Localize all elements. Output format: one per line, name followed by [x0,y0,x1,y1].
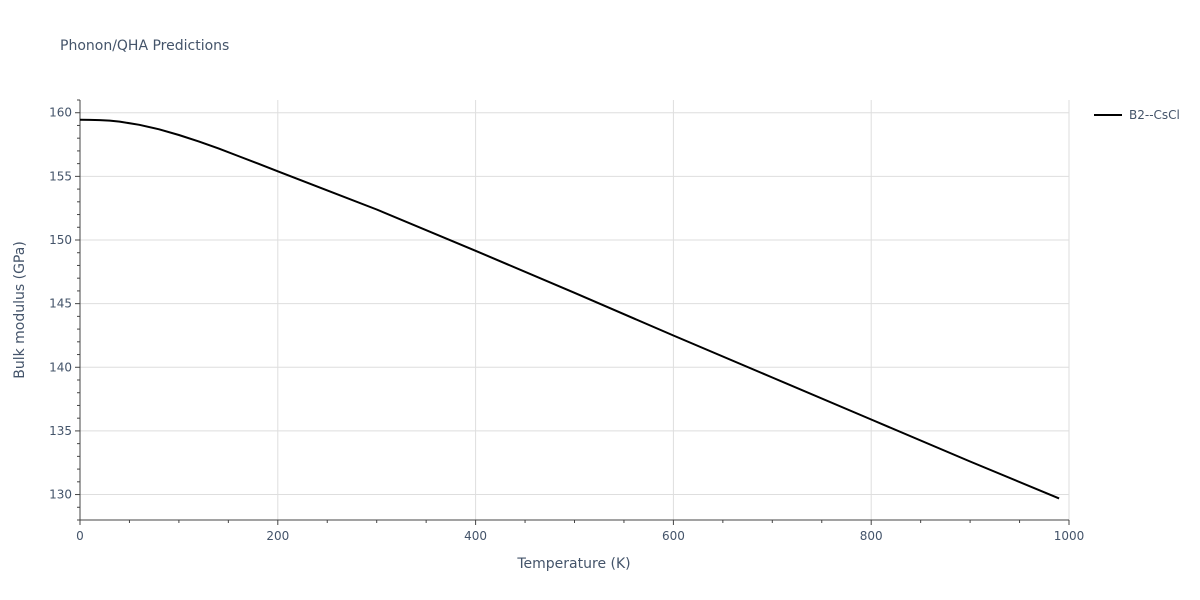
chart-title: Phonon/QHA Predictions [60,38,229,54]
x-axis-label: Temperature (K) [516,556,630,572]
axes: 0 200 400 600 800 1000 130 135 140 145 150 155 160 [49,99,1085,543]
y-tick-label: 160 [49,106,72,120]
y-tick-label: 145 [49,297,72,311]
series-line [79,118,1060,500]
y-tick-label: 135 [49,424,72,438]
y-tick-label: 130 [49,488,72,502]
legend-item-label: B2--CsCl [1129,108,1180,122]
y-tick-label: 155 [49,169,72,183]
grid [80,100,1070,520]
x-tick-label: 800 [860,529,883,543]
x-tick-label: 0 [76,529,84,543]
series-layer [79,118,1060,500]
x-tick-label: 400 [464,529,487,543]
legend[interactable]: B2--CsCl [1094,108,1180,122]
y-tick-label: 150 [49,233,72,247]
y-tick-label: 140 [49,360,72,374]
y-axis-label: Bulk modulus (GPa) [12,241,28,379]
x-tick-label: 1000 [1054,529,1085,543]
x-tick-label: 200 [266,529,289,543]
x-tick-label: 600 [662,529,685,543]
